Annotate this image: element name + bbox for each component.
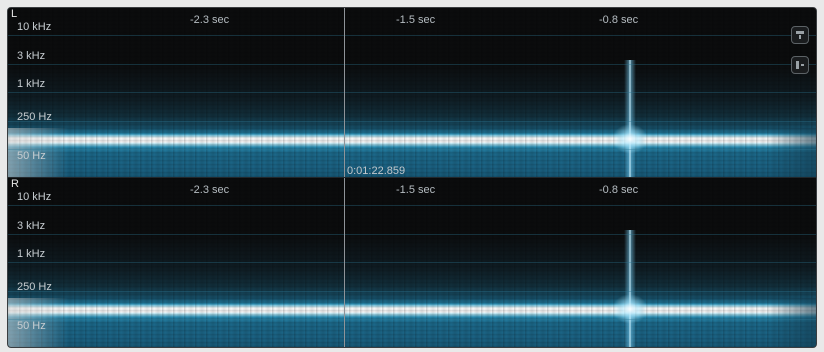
freq-gridline	[8, 319, 816, 320]
freq-gridline	[8, 205, 816, 206]
freq-label: 250 Hz	[17, 281, 52, 293]
freq-label: 10 kHz	[17, 191, 52, 203]
freq-label: 3 kHz	[17, 220, 46, 232]
spectrogram-image	[8, 8, 816, 177]
freq-gridline	[8, 262, 816, 263]
freq-gridline	[8, 234, 816, 235]
time-label: -1.5 sec	[396, 184, 436, 196]
playback-cursor[interactable]	[344, 178, 345, 347]
freq-label: 50 Hz	[17, 320, 46, 332]
transient-spike	[624, 230, 636, 347]
freq-gridline	[8, 35, 816, 36]
channel-label: L	[11, 8, 18, 20]
freq-gridline	[8, 64, 816, 65]
spectrogram-fade-left	[8, 128, 68, 177]
freq-label: 50 Hz	[17, 150, 46, 162]
time-label: -2.3 sec	[190, 184, 230, 196]
spectrogram-fade-left	[8, 298, 68, 347]
channel-divider	[8, 177, 816, 178]
freeze-icon	[796, 31, 804, 39]
time-label: -2.3 sec	[190, 14, 230, 26]
freq-gridline	[8, 92, 816, 93]
freq-label: 10 kHz	[17, 21, 52, 33]
spectrogram-fade-right	[766, 128, 816, 177]
playback-cursor[interactable]	[344, 8, 345, 177]
channel-label: R	[11, 178, 19, 190]
transient-flare	[612, 124, 648, 154]
freq-label: 1 kHz	[17, 78, 46, 90]
time-label: -0.8 sec	[599, 184, 639, 196]
channel-right-spectrogram[interactable]: R 10 kHz 3 kHz 1 kHz 250 Hz 50 Hz -2.3 s…	[8, 178, 816, 347]
channel-left-spectrogram[interactable]: L 10 kHz 3 kHz 1 kHz 250 Hz 50 Hz -2.3 s…	[8, 8, 816, 177]
split-view-icon	[796, 61, 804, 69]
spectrogram-fade-right	[766, 298, 816, 347]
split-view-button[interactable]	[791, 56, 809, 74]
time-label: -0.8 sec	[599, 14, 639, 26]
freq-label: 1 kHz	[17, 248, 46, 260]
freq-label: 250 Hz	[17, 111, 52, 123]
freq-gridline	[8, 291, 816, 292]
freq-gridline	[8, 121, 816, 122]
transient-spike	[624, 60, 636, 177]
freq-gridline	[8, 149, 816, 150]
spectrogram-texture	[8, 8, 816, 177]
cursor-timestamp: 0:01:22.859	[347, 165, 406, 177]
freq-label: 3 kHz	[17, 50, 46, 62]
time-label: -1.5 sec	[396, 14, 436, 26]
spectrogram-texture	[8, 178, 816, 347]
spectrogram-image	[8, 178, 816, 347]
spectrogram-panel[interactable]: L 10 kHz 3 kHz 1 kHz 250 Hz 50 Hz -2.3 s…	[7, 7, 817, 348]
transient-flare	[612, 294, 648, 324]
freeze-button[interactable]	[791, 26, 809, 44]
